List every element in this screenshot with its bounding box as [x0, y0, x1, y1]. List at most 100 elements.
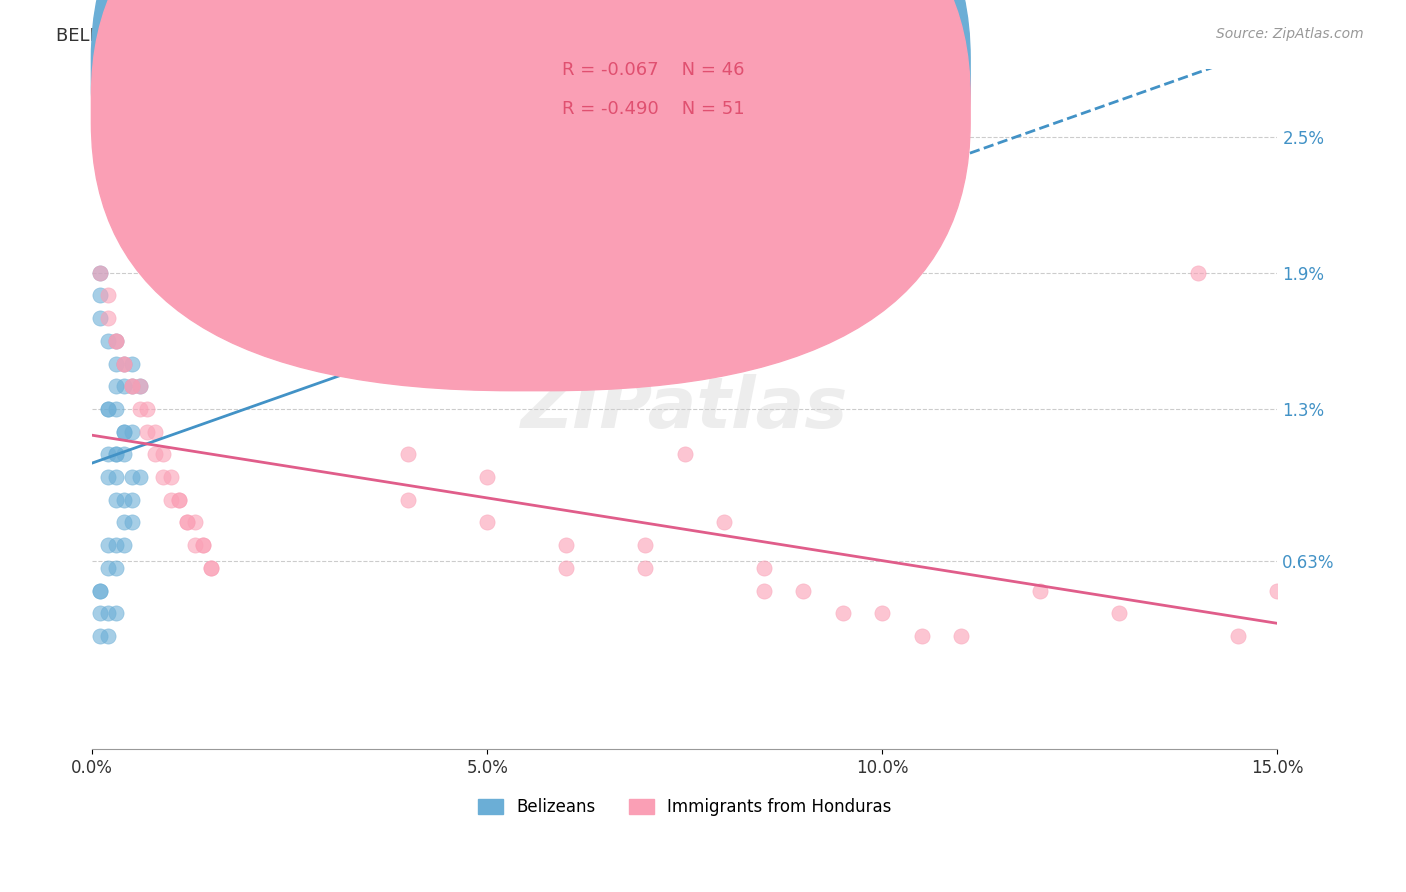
- Point: [104, 492, 127, 507]
- Text: ZIPatlas: ZIPatlas: [522, 375, 848, 443]
- Point: [634, 561, 657, 575]
- Text: Source: ZipAtlas.com: Source: ZipAtlas.com: [1216, 27, 1364, 41]
- Point: [97, 175, 120, 189]
- Text: BELIZEAN VS IMMIGRANTS FROM HONDURAS DOCTORATE DEGREE CORRELATION CHART: BELIZEAN VS IMMIGRANTS FROM HONDURAS DOC…: [56, 27, 859, 45]
- Point: [104, 561, 127, 575]
- Point: [89, 266, 111, 280]
- Point: [911, 629, 934, 643]
- Point: [104, 357, 127, 371]
- Point: [160, 492, 183, 507]
- Point: [112, 357, 135, 371]
- Point: [152, 447, 174, 461]
- Point: [112, 425, 135, 439]
- Point: [104, 538, 127, 552]
- Point: [104, 606, 127, 620]
- Point: [555, 538, 578, 552]
- Point: [184, 538, 207, 552]
- Text: R = -0.067    N = 46: R = -0.067 N = 46: [562, 61, 745, 78]
- Point: [136, 425, 159, 439]
- Point: [112, 197, 135, 211]
- Point: [89, 266, 111, 280]
- Point: [200, 561, 222, 575]
- Point: [121, 379, 143, 393]
- Point: [191, 538, 214, 552]
- Point: [121, 492, 143, 507]
- Point: [396, 492, 419, 507]
- Point: [1226, 629, 1249, 643]
- Point: [104, 447, 127, 461]
- Point: [477, 516, 499, 530]
- Point: [97, 401, 120, 416]
- Point: [89, 288, 111, 302]
- Point: [89, 583, 111, 598]
- Point: [89, 583, 111, 598]
- Point: [167, 492, 190, 507]
- Point: [145, 425, 167, 439]
- Point: [191, 538, 214, 552]
- Point: [145, 447, 167, 461]
- Point: [104, 401, 127, 416]
- Point: [1187, 266, 1209, 280]
- Point: [97, 538, 120, 552]
- Point: [752, 561, 775, 575]
- Point: [121, 425, 143, 439]
- Point: [128, 401, 150, 416]
- Point: [176, 516, 198, 530]
- Point: [128, 379, 150, 393]
- Point: [112, 379, 135, 393]
- Point: [121, 379, 143, 393]
- Point: [1029, 583, 1052, 598]
- Point: [200, 561, 222, 575]
- Point: [477, 470, 499, 484]
- Point: [160, 470, 183, 484]
- Point: [831, 606, 853, 620]
- Legend: Belizeans, Immigrants from Honduras: Belizeans, Immigrants from Honduras: [471, 791, 898, 822]
- Point: [97, 401, 120, 416]
- Text: R = -0.490    N = 51: R = -0.490 N = 51: [562, 100, 745, 118]
- Point: [136, 401, 159, 416]
- Point: [104, 447, 127, 461]
- Point: [112, 447, 135, 461]
- Point: [1267, 583, 1289, 598]
- Point: [752, 583, 775, 598]
- Point: [97, 447, 120, 461]
- Point: [121, 516, 143, 530]
- Point: [89, 311, 111, 326]
- Point: [112, 357, 135, 371]
- Point: [112, 357, 135, 371]
- Point: [176, 516, 198, 530]
- Point: [713, 516, 735, 530]
- Point: [97, 561, 120, 575]
- Point: [104, 379, 127, 393]
- Point: [97, 334, 120, 348]
- Point: [112, 516, 135, 530]
- Point: [184, 516, 207, 530]
- Point: [152, 470, 174, 484]
- Point: [128, 379, 150, 393]
- Point: [121, 357, 143, 371]
- Point: [89, 629, 111, 643]
- Point: [97, 606, 120, 620]
- Point: [121, 470, 143, 484]
- Point: [97, 288, 120, 302]
- Point: [112, 538, 135, 552]
- Point: [673, 447, 696, 461]
- Point: [97, 470, 120, 484]
- Point: [1108, 606, 1130, 620]
- Point: [112, 425, 135, 439]
- Point: [112, 492, 135, 507]
- Point: [167, 492, 190, 507]
- Point: [97, 311, 120, 326]
- Point: [555, 561, 578, 575]
- Point: [104, 470, 127, 484]
- Point: [634, 538, 657, 552]
- Point: [121, 379, 143, 393]
- Point: [396, 447, 419, 461]
- Point: [128, 470, 150, 484]
- Point: [104, 334, 127, 348]
- Point: [792, 583, 814, 598]
- Point: [97, 629, 120, 643]
- Point: [104, 334, 127, 348]
- Point: [872, 606, 894, 620]
- Point: [950, 629, 973, 643]
